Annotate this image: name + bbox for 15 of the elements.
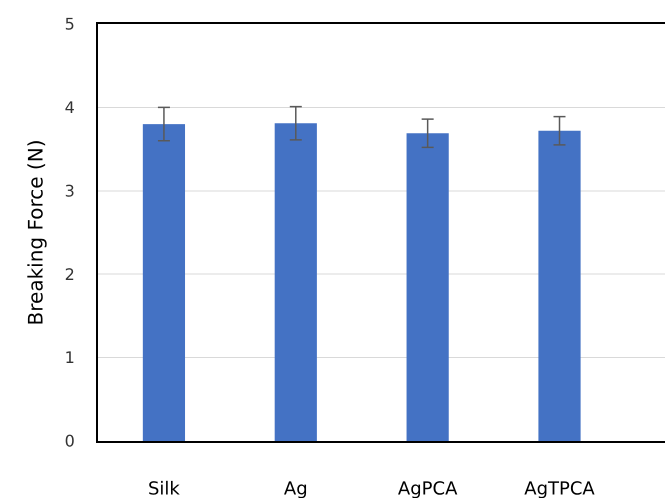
x-tick-label: AgTPCA <box>524 478 596 498</box>
bar <box>142 124 186 441</box>
y-tick-label: 2 <box>64 264 75 284</box>
y-tick-label: 4 <box>64 98 75 117</box>
y-tick-label: 1 <box>64 348 75 368</box>
bar <box>406 133 449 441</box>
x-tick-label: AgPCA <box>398 478 458 498</box>
x-tick-label: Silk <box>148 478 180 498</box>
y-tick-label: 0 <box>64 432 75 451</box>
bar <box>274 123 317 441</box>
bar <box>538 130 581 441</box>
x-tick-label: Ag <box>284 478 308 498</box>
y-tick-label: 5 <box>64 14 75 34</box>
y-axis-title: Breaking Force (N) <box>24 140 48 326</box>
y-tick-label: 3 <box>64 181 75 200</box>
